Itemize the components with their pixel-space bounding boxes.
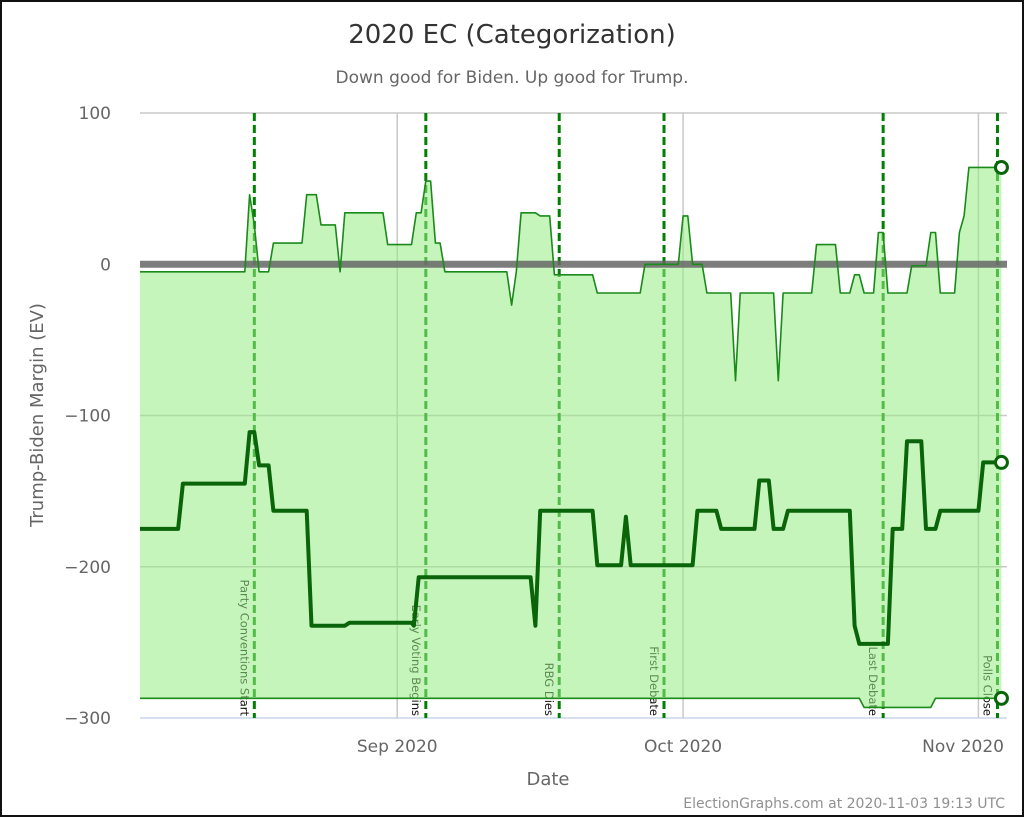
y-tick-label: −100 [64,407,111,427]
upper-series-line [140,166,1002,382]
range-fill [140,167,1002,708]
y-axis-title: Trump-Biden Margin (EV) [27,303,48,528]
y-tick-label: −200 [64,558,111,578]
lower-series-line [140,697,1002,709]
credit-text: ElectionGraphs.com at 2020-11-03 19:13 U… [683,796,1005,812]
y-tick-label: −300 [64,709,111,729]
lower-end-marker [993,690,1009,706]
x-tick-label: Oct 2020 [644,737,722,757]
x-tick-label: Nov 2020 [922,737,1004,757]
chart-subtitle: Down good for Biden. Up good for Trump. [336,68,689,88]
middle-series-line [140,430,1002,646]
range-area [140,167,1002,708]
x-axis-ticks: Sep 2020 Oct 2020 Nov 2020 [357,737,1004,757]
y-axis-ticks: 100 0 −100 −200 −300 [64,104,111,729]
end-markers [993,159,1009,706]
x-axis-title: Date [526,769,569,790]
series-lines [140,166,1002,709]
y-tick-label: 100 [79,104,111,124]
upper-end-marker [993,159,1009,175]
chart-title: 2020 EC (Categorization) [348,20,676,50]
y-tick-label: 0 [100,255,111,275]
middle-end-marker [993,454,1009,470]
x-tick-label: Sep 2020 [357,737,438,757]
